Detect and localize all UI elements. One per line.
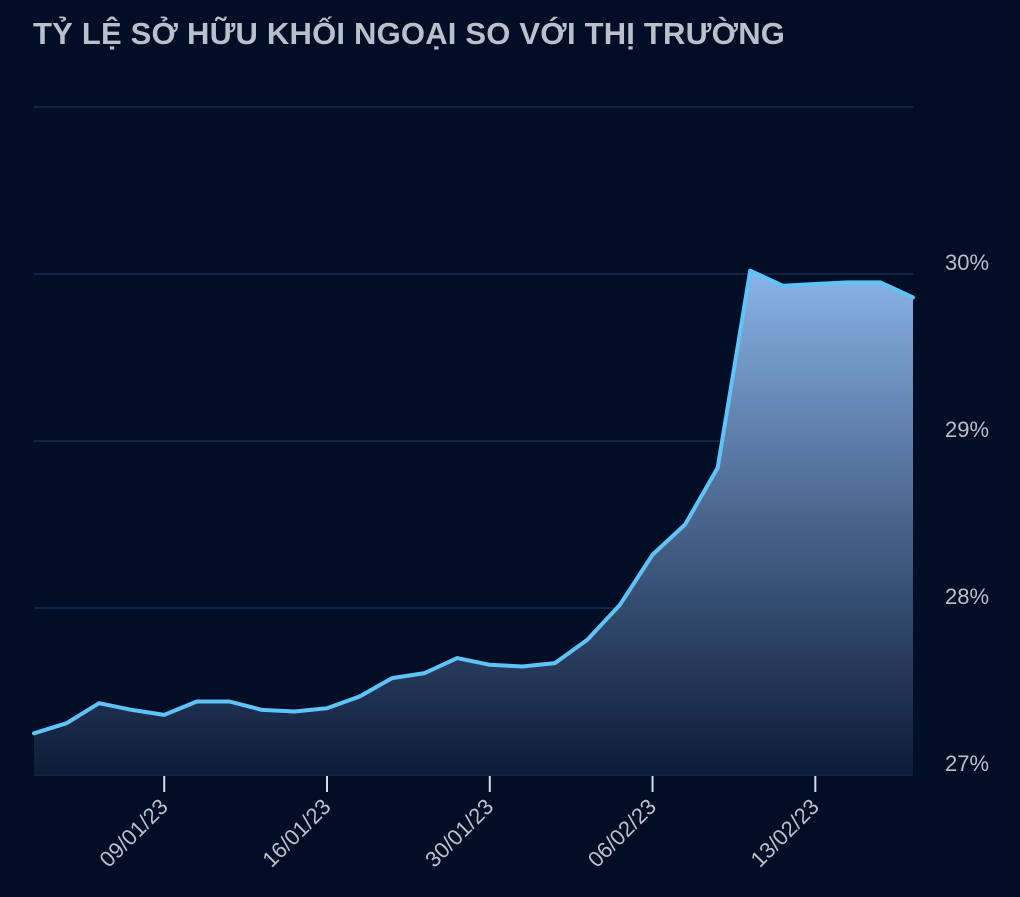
y-axis: 27% 28% 29% 30% <box>945 250 989 776</box>
y-tick-label: 29% <box>945 417 989 442</box>
x-tick-label: 30/01/23 <box>420 794 498 872</box>
x-tick-label: 16/01/23 <box>257 794 335 872</box>
y-tick-label: 27% <box>945 751 989 776</box>
y-tick-label: 28% <box>945 584 989 609</box>
series-line <box>32 268 915 736</box>
x-tick-label: 06/02/23 <box>583 794 661 872</box>
y-tick-label: 30% <box>945 250 989 275</box>
x-tick-label: 13/02/23 <box>746 794 824 872</box>
series-area <box>34 270 913 775</box>
x-axis: 09/01/23 16/01/23 30/01/23 06/02/23 13/02/23 <box>95 776 824 872</box>
chart-title: TỶ LỆ SỞ HỮU KHỐI NGOẠI SO VỚI THỊ TRƯỜN… <box>33 16 786 51</box>
x-tick-label: 09/01/23 <box>95 794 173 872</box>
